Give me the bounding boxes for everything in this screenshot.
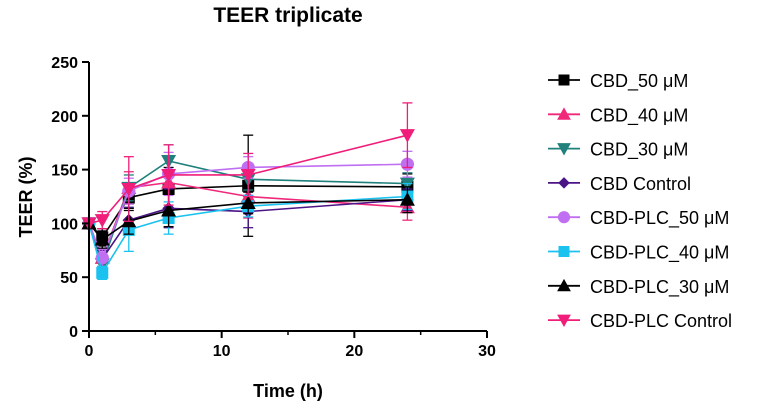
data-point <box>240 195 256 209</box>
data-point <box>121 182 137 197</box>
legend-label: CBD-PLC_40 μM <box>590 243 729 264</box>
legend-label: CBD-PLC Control <box>590 311 732 331</box>
data-point <box>399 192 415 206</box>
plot-area <box>81 102 415 281</box>
legend-marker <box>557 278 571 292</box>
x-axis-title: Time (h) <box>253 381 323 401</box>
legend-entry-4: CBD-PLC_50 μM <box>548 208 729 229</box>
y-tick-label: 250 <box>51 55 78 72</box>
series-7 <box>81 102 415 231</box>
x-tick-label: 0 <box>85 343 94 360</box>
y-tick-label: 0 <box>69 324 78 341</box>
legend-entry-7: CBD-PLC Control <box>548 311 732 331</box>
legend-marker <box>558 74 570 86</box>
data-point <box>161 202 177 217</box>
y-tick-label: 100 <box>51 216 78 233</box>
y-axis-title: TEER (%) <box>16 156 36 237</box>
legend-label: CBD-PLC_30 μM <box>590 277 729 298</box>
x-tick-label: 30 <box>478 343 496 360</box>
legend-entry-5: CBD-PLC_40 μM <box>548 243 729 264</box>
legend-entry-1: CBD_40 μM <box>548 105 688 126</box>
legend-label: CBD-PLC_50 μM <box>590 208 729 229</box>
legend: CBD_50 μM CBD_40 μM CBD_30 μM CBD Control CB… <box>548 71 732 331</box>
legend-entry-3: CBD Control <box>548 174 691 194</box>
legend-marker <box>557 314 571 327</box>
data-point <box>240 168 256 183</box>
legend-entry-6: CBD-PLC_30 μM <box>548 277 729 298</box>
axes: 0 50 100 150 200 250 0 10 20 30 <box>51 55 496 360</box>
legend-label: CBD_40 μM <box>590 105 688 126</box>
y-tick-label: 50 <box>60 270 78 287</box>
series-line <box>88 195 408 275</box>
legend-entry-0: CBD_50 μM <box>548 71 688 92</box>
data-point <box>94 232 110 246</box>
legend-label: CBD_50 μM <box>590 71 688 92</box>
x-tick-label: 20 <box>345 343 363 360</box>
legend-marker <box>558 246 570 257</box>
legend-marker <box>557 107 571 120</box>
y-tick-label: 200 <box>51 109 78 126</box>
x-tick-label: 10 <box>213 343 231 360</box>
legend-marker <box>557 143 571 156</box>
chart-title: TEER triplicate <box>213 4 362 27</box>
legend-marker <box>558 177 570 189</box>
data-point <box>94 214 110 228</box>
legend-entry-2: CBD_30 μM <box>548 140 688 161</box>
data-point <box>399 129 415 143</box>
data-point <box>161 168 177 183</box>
legend-label: CBD Control <box>590 174 691 194</box>
data-point <box>96 266 109 279</box>
legend-label: CBD_30 μM <box>590 140 688 161</box>
legend-marker <box>557 211 571 224</box>
y-tick-label: 150 <box>51 163 78 180</box>
